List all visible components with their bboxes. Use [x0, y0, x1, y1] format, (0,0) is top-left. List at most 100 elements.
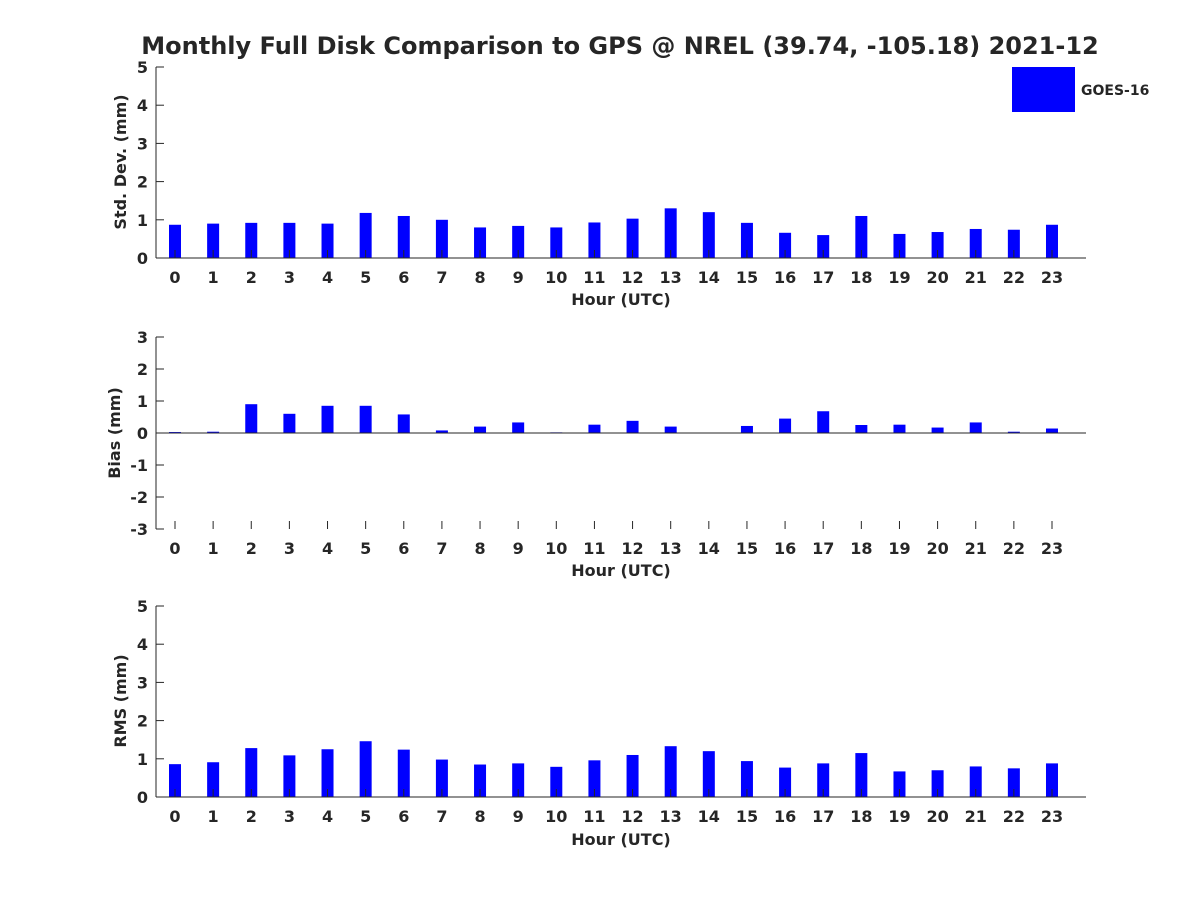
bar-hour-14	[702, 212, 715, 258]
bar-hour-18	[855, 753, 868, 797]
bar-hour-0	[169, 764, 181, 797]
bar-hour-8	[474, 764, 487, 797]
bar-hour-21	[969, 766, 982, 797]
bar-hour-10	[550, 766, 563, 797]
bar-hour-5	[359, 212, 372, 258]
bar-hour-13	[664, 208, 677, 258]
x-tick-label: 23	[1041, 539, 1063, 558]
x-tick-label: 0	[169, 539, 180, 558]
bar-hour-4	[321, 405, 334, 433]
legend-label: GOES-16	[1081, 83, 1149, 99]
chart-title: Monthly Full Disk Comparison to GPS @ NR…	[141, 32, 1098, 60]
x-tick-label: 3	[284, 268, 295, 287]
x-tick-label: 12	[621, 539, 643, 558]
y-tick-label: 3	[137, 328, 148, 347]
x-tick-label: 12	[621, 268, 643, 287]
bar-hour-18	[855, 425, 868, 433]
x-tick-label: 13	[660, 807, 682, 826]
bar-hour-20	[931, 427, 944, 433]
x-tick-label: 8	[474, 539, 485, 558]
bar-hour-8	[474, 426, 487, 433]
bar-hour-10	[550, 227, 563, 258]
y-axis-label: RMS (mm)	[111, 654, 130, 747]
x-tick-label: 17	[812, 268, 834, 287]
bar-hour-11	[588, 222, 601, 258]
bar-hour-21	[969, 422, 982, 433]
bar-hour-6	[397, 215, 410, 258]
x-tick-label: 17	[812, 539, 834, 558]
x-tick-label: 23	[1041, 807, 1063, 826]
y-tick-label: 3	[137, 673, 148, 692]
bar-hour-12	[626, 218, 639, 258]
bar-hour-18	[855, 215, 868, 258]
bar-hour-3	[283, 755, 296, 797]
bar-hour-3	[283, 222, 296, 258]
x-tick-label: 14	[698, 807, 720, 826]
x-tick-label: 1	[208, 807, 219, 826]
bar-hour-21	[969, 228, 982, 258]
x-tick-label: 0	[169, 807, 180, 826]
bar-hour-7	[435, 219, 448, 258]
x-tick-label: 4	[322, 268, 333, 287]
bar-hour-22	[1007, 431, 1020, 433]
x-tick-label: 13	[660, 268, 682, 287]
bar-hour-9	[512, 422, 525, 433]
bar-hour-8	[474, 227, 487, 258]
x-tick-label: 19	[888, 807, 910, 826]
x-tick-label: 2	[246, 268, 257, 287]
y-tick-label: 1	[137, 211, 148, 230]
y-axis-label: Std. Dev. (mm)	[111, 94, 130, 229]
x-tick-label: 15	[736, 807, 758, 826]
x-tick-label: 11	[583, 807, 605, 826]
x-tick-label: 4	[322, 807, 333, 826]
x-tick-label: 10	[545, 539, 567, 558]
bar-hour-13	[664, 746, 677, 797]
y-tick-label: 0	[137, 424, 148, 443]
bar-hour-22	[1007, 768, 1020, 797]
bar-hour-3	[283, 413, 296, 433]
y-tick-label: 1	[137, 392, 148, 411]
x-tick-label: 21	[965, 807, 987, 826]
x-tick-label: 6	[398, 268, 409, 287]
legend: GOES-16	[1012, 67, 1149, 112]
bar-hour-17	[817, 411, 830, 433]
bar-hour-7	[435, 430, 448, 433]
x-tick-label: 10	[545, 807, 567, 826]
y-tick-label: -1	[130, 456, 148, 475]
x-tick-label: 20	[926, 539, 948, 558]
bar-hour-23	[1045, 428, 1058, 433]
bar-hour-19	[893, 771, 906, 797]
bar-hour-2	[245, 222, 258, 258]
bar-hour-1	[207, 431, 220, 433]
x-tick-label: 16	[774, 539, 796, 558]
x-tick-label: 18	[850, 268, 872, 287]
x-tick-label: 23	[1041, 268, 1063, 287]
x-tick-label: 14	[698, 268, 720, 287]
bar-hour-16	[779, 767, 792, 797]
x-tick-label: 22	[1003, 268, 1025, 287]
x-tick-label: 22	[1003, 807, 1025, 826]
bar-hour-17	[817, 235, 830, 258]
bar-hour-0	[169, 224, 181, 258]
bar-hour-12	[626, 754, 639, 797]
bar-hour-22	[1007, 229, 1020, 258]
x-tick-label: 7	[436, 807, 447, 826]
y-tick-label: 4	[137, 635, 148, 654]
bar-hour-23	[1045, 763, 1058, 797]
y-tick-label: 2	[137, 712, 148, 731]
y-tick-label: 3	[137, 134, 148, 153]
bar-hour-5	[359, 405, 372, 433]
bar-hour-12	[626, 420, 639, 433]
bar-hour-15	[740, 761, 753, 797]
x-tick-label: 15	[736, 539, 758, 558]
x-tick-label: 8	[474, 268, 485, 287]
x-tick-label: 6	[398, 807, 409, 826]
bar-hour-7	[435, 759, 448, 797]
x-tick-label: 5	[360, 268, 371, 287]
bar-hour-17	[817, 763, 830, 797]
